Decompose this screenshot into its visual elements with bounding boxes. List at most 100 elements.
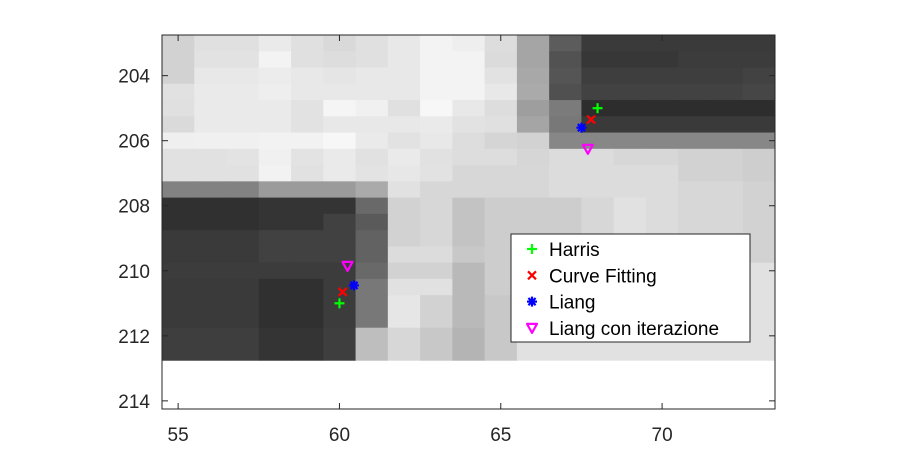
heatmap-cell	[484, 100, 518, 117]
heatmap-cell	[678, 165, 711, 182]
heatmap-cell	[291, 278, 324, 296]
heatmap-cell	[452, 148, 486, 166]
heatmap-cell	[258, 181, 292, 199]
heatmap-cell	[226, 230, 260, 247]
heatmap-cell	[710, 181, 744, 199]
heatmap-cell	[452, 181, 486, 199]
heatmap-cell	[323, 116, 357, 134]
heatmap-cell	[291, 132, 324, 150]
heatmap-cell	[291, 148, 324, 166]
heatmap-cell	[581, 35, 615, 52]
heatmap-cell	[355, 295, 389, 312]
heatmap-cell	[484, 213, 518, 231]
heatmap-cell	[162, 197, 195, 215]
heatmap-cell	[484, 148, 518, 166]
heatmap-cell	[484, 67, 518, 85]
heatmap-cell	[549, 116, 582, 134]
heatmap-cell	[291, 83, 324, 101]
heatmap-cell	[258, 67, 292, 85]
heatmap-cell	[484, 181, 518, 199]
heatmap-cell	[645, 35, 679, 52]
heatmap-cell	[452, 51, 486, 69]
heatmap-cell	[420, 278, 453, 296]
heatmap-cell	[226, 51, 260, 69]
heatmap-cell	[194, 35, 228, 52]
heatmap-cell	[355, 165, 389, 182]
axis-ticks: 55 60 65 70 204 206 208 210 212 214	[118, 35, 775, 446]
heatmap-cell	[194, 262, 228, 280]
heatmap-cell	[323, 343, 357, 361]
heatmap-cell	[323, 132, 357, 150]
heatmap-cell	[678, 116, 711, 134]
heatmap-cell	[678, 213, 711, 231]
heatmap-cell	[742, 213, 776, 231]
heatmap-cell	[549, 343, 582, 361]
heatmap-cell	[742, 116, 776, 134]
heatmap-cell	[323, 230, 357, 247]
heatmap-cell	[291, 230, 324, 247]
heatmap-cell	[226, 246, 260, 264]
heatmap-cell	[645, 116, 679, 134]
heatmap-cell	[420, 197, 453, 215]
heatmap-cell	[484, 165, 518, 182]
heatmap-cell	[387, 51, 421, 69]
heatmap-cell	[742, 148, 776, 166]
heatmap-cell	[452, 278, 486, 296]
heatmap-cell	[452, 343, 486, 361]
heatmap-cell	[194, 148, 228, 166]
heatmap-cell	[742, 343, 776, 361]
legend-marker-curve-fitting	[527, 270, 537, 281]
legend-label: Liang	[549, 293, 596, 314]
heatmap-cell	[420, 213, 453, 231]
legend-box	[510, 233, 751, 343]
heatmap-cell	[742, 295, 776, 312]
heatmap-cell	[291, 262, 324, 280]
heatmap-cell	[226, 343, 260, 361]
heatmap-cell	[420, 67, 453, 85]
heatmap-cell	[162, 230, 195, 247]
heatmap-cell	[226, 83, 260, 101]
heatmap-cell	[645, 213, 679, 231]
heatmap-cell	[420, 165, 453, 182]
heatmap-cell	[162, 83, 195, 101]
heatmap-cell	[516, 51, 550, 69]
heatmap-cell	[258, 116, 292, 134]
heatmap-cell	[581, 213, 615, 231]
heatmap-cell	[420, 51, 453, 69]
heatmap-cell	[226, 132, 260, 150]
heatmap-cell	[742, 181, 776, 199]
heatmap-cell	[291, 67, 324, 85]
marker-curve-fitting	[337, 287, 348, 297]
heatmap-cell	[355, 197, 389, 215]
heatmap-cell	[291, 165, 324, 182]
legend-label: Harris	[549, 240, 600, 261]
heatmap-cell	[678, 35, 711, 52]
marker-liang-con-iterazione	[341, 260, 354, 273]
heatmap-cell	[678, 181, 711, 199]
legend-label: Liang con iterazione	[549, 319, 719, 340]
heatmap-cell	[678, 51, 711, 69]
heatmap-cell	[226, 278, 260, 296]
y-tick-label: 210	[118, 262, 150, 283]
heatmap-cell	[291, 327, 324, 345]
heatmap-cell	[613, 67, 647, 85]
heatmap-cell	[452, 295, 486, 312]
heatmap-cell	[323, 83, 357, 101]
heatmap-cell	[549, 100, 582, 117]
heatmap-cell	[516, 100, 550, 117]
heatmap-cell	[162, 311, 195, 329]
heatmap-cell	[258, 165, 292, 182]
heatmap-cell	[420, 327, 453, 345]
heatmap-cell	[484, 83, 518, 101]
heatmap-cell	[742, 165, 776, 182]
heatmap-cell	[226, 116, 260, 134]
heatmap-cell	[742, 278, 776, 296]
heatmap-cell	[613, 197, 647, 215]
heatmap-cell	[678, 132, 711, 150]
heatmap-cell	[645, 165, 679, 182]
heatmap-cell	[452, 246, 486, 264]
heatmap-cell	[452, 116, 486, 134]
heatmap-cell	[226, 181, 260, 199]
heatmap-cell	[613, 35, 647, 52]
